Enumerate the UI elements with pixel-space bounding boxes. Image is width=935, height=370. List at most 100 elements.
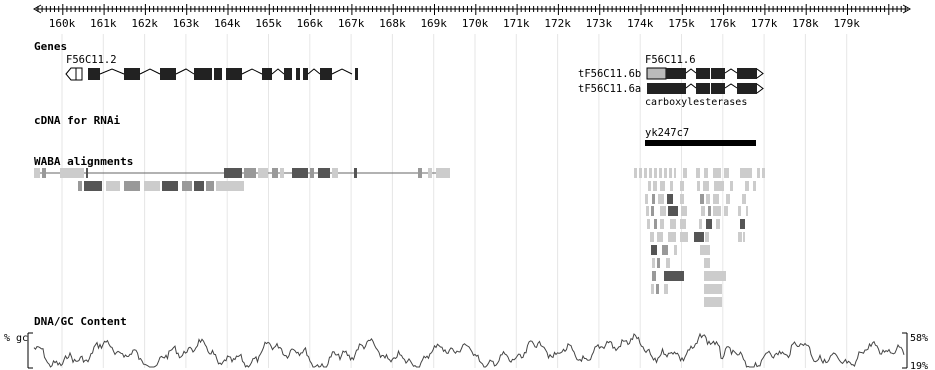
ruler-tick-label: 165k <box>255 17 282 30</box>
waba-block <box>704 297 722 307</box>
waba-block <box>318 168 330 178</box>
ruler-tick-label: 163k <box>173 17 200 30</box>
coordinate-ruler[interactable]: 160k 161k 162k 163k 164k 165k 166k 167k 168k 169k… <box>32 4 912 30</box>
waba-track-title: WABA alignments <box>34 155 133 168</box>
waba-block <box>34 168 40 178</box>
cdna-clone-bar[interactable] <box>645 140 756 146</box>
strand-arrow-icon <box>756 83 764 94</box>
waba-block <box>124 181 140 191</box>
waba-block <box>701 206 705 216</box>
waba-block <box>206 181 214 191</box>
waba-block <box>639 168 642 178</box>
waba-block <box>657 232 663 242</box>
waba-block <box>651 206 654 216</box>
waba-block <box>667 194 673 204</box>
waba-block <box>652 194 655 204</box>
waba-block <box>724 206 728 216</box>
waba-block <box>84 181 102 191</box>
waba-block <box>86 168 88 178</box>
waba-block <box>292 168 308 178</box>
waba-block <box>354 168 357 178</box>
strand-arrow-icon <box>756 68 764 79</box>
waba-block <box>662 245 668 255</box>
waba-block <box>653 181 657 191</box>
waba-block <box>674 245 677 255</box>
waba-block <box>683 168 687 178</box>
waba-block <box>634 168 637 178</box>
scroll-left-arrow-icon[interactable] <box>32 4 42 14</box>
waba-block <box>78 181 82 191</box>
waba-block <box>680 181 684 191</box>
transcript-f56c11-6a[interactable] <box>647 83 764 94</box>
waba-block <box>713 168 721 178</box>
gene-description: carboxylesterases <box>645 97 747 108</box>
ruler-tick-label: 174k <box>627 17 654 30</box>
waba-block <box>658 194 664 204</box>
waba-block <box>644 168 647 178</box>
waba-alignment-left[interactable] <box>34 168 450 191</box>
ruler-tick-label: 161k <box>90 17 117 30</box>
ruler-tick-label: 169k <box>420 17 447 30</box>
ruler-tick-label: 162k <box>131 17 158 30</box>
waba-block <box>144 181 160 191</box>
waba-block <box>656 284 659 294</box>
ruler-tick-label: 170k <box>462 17 489 30</box>
waba-block <box>272 168 278 178</box>
waba-block <box>730 181 733 191</box>
ruler-tick-label: 167k <box>338 17 365 30</box>
waba-block <box>697 181 700 191</box>
waba-block <box>738 206 741 216</box>
waba-block <box>746 206 748 216</box>
waba-block <box>428 168 432 178</box>
waba-block <box>680 232 688 242</box>
ruler-tick-label: 175k <box>668 17 695 30</box>
waba-block <box>708 206 711 216</box>
waba-block <box>668 232 676 242</box>
grid-lines <box>61 34 848 368</box>
waba-block <box>666 258 670 268</box>
transcript-a-label: tF56C11.6a <box>578 83 641 95</box>
gene-f56c11-2[interactable] <box>65 67 358 81</box>
waba-block <box>657 258 660 268</box>
waba-alignment-right[interactable] <box>634 168 765 307</box>
waba-block <box>674 168 676 178</box>
transcript-f56c11-6b[interactable] <box>646 67 764 80</box>
waba-block <box>646 206 649 216</box>
waba-block <box>650 232 654 242</box>
waba-block <box>704 284 722 294</box>
waba-block <box>651 245 657 255</box>
waba-block <box>753 181 756 191</box>
waba-block <box>696 168 700 178</box>
waba-block <box>647 219 650 229</box>
waba-block <box>738 232 742 242</box>
waba-block <box>664 284 668 294</box>
waba-block <box>694 232 704 242</box>
waba-block <box>660 206 666 216</box>
waba-block <box>680 194 684 204</box>
waba-block <box>700 194 704 204</box>
waba-block <box>649 168 652 178</box>
waba-block <box>106 181 120 191</box>
waba-block <box>681 206 687 216</box>
waba-block <box>699 219 702 229</box>
waba-block <box>713 194 719 204</box>
waba-block <box>648 181 651 191</box>
gc-track-title: DNA/GC Content <box>34 315 127 328</box>
genes-track: Genes F56C11.2 F56C11.6 tF56C <box>34 40 764 108</box>
waba-block <box>42 168 46 178</box>
waba-block <box>194 181 204 191</box>
gc-max-label: 58% <box>910 333 928 344</box>
waba-block <box>660 219 664 229</box>
waba-block <box>664 168 667 178</box>
transcript-b-label: tF56C11.6b <box>578 68 641 80</box>
cdna-clone-label: yk247c7 <box>645 127 689 139</box>
waba-block <box>706 219 712 229</box>
waba-block <box>670 219 676 229</box>
waba-block <box>652 271 656 281</box>
ruler-tick-label: 172k <box>544 17 571 30</box>
waba-block <box>645 194 648 204</box>
waba-block <box>740 168 752 178</box>
waba-block <box>224 168 242 178</box>
waba-block <box>651 284 654 294</box>
